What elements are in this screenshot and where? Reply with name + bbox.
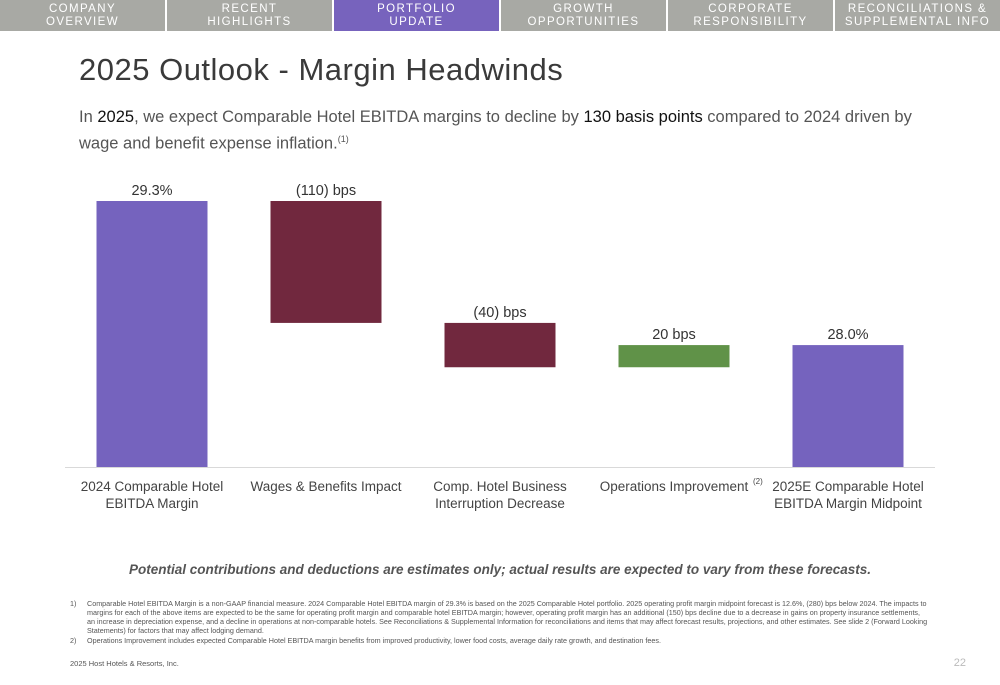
top-nav: COMPANY OVERVIEW RECENT HIGHLIGHTS PORTFOL…	[0, 0, 1000, 31]
nav-tab-label: COMPANY OVERVIEW	[46, 2, 119, 28]
nav-tab-5[interactable]: RECONCILIATIONS & SUPPLEMENTAL INFO	[835, 0, 1000, 31]
nav-tab-4[interactable]: CORPORATE RESPONSIBILITY	[668, 0, 833, 31]
bar-value-label-3: 20 bps	[652, 327, 696, 343]
subtitle-highlight: 130 basis points	[583, 108, 703, 126]
category-label-1-line-0: Wages & Benefits Impact	[250, 479, 401, 494]
footnote-text: Operations Improvement includes expected…	[87, 636, 661, 645]
nav-tab-3[interactable]: GROWTH OPPORTUNITIES	[501, 0, 666, 31]
footnotes: 1) Comparable Hotel EBITDA Margin is a no…	[70, 599, 930, 646]
subtitle-post: compared to 2024 driven by wage and bene…	[79, 108, 912, 153]
subtitle-mid: , we expect Comparable Hotel EBITDA marg…	[134, 108, 584, 126]
nav-tab-label: CORPORATE RESPONSIBILITY	[693, 2, 808, 28]
nav-tab-label: RECONCILIATIONS & SUPPLEMENTAL INFO	[844, 2, 991, 28]
nav-tab-1[interactable]: RECENT HIGHLIGHTS	[167, 0, 332, 31]
page-title: 2025 Outlook - Margin Headwinds	[79, 52, 564, 87]
footnote-2: 2) Operations Improvement includes expect…	[70, 636, 930, 645]
footnote-text: Comparable Hotel EBITDA Margin is a non-…	[87, 599, 928, 635]
copyright: 2025 Host Hotels & Resorts, Inc.	[70, 659, 179, 668]
footnote-number: 2)	[70, 636, 77, 645]
bar-3	[618, 345, 730, 368]
page-number: 22	[953, 657, 966, 669]
category-label-4-line-1: EBITDA Margin Midpoint	[774, 496, 922, 511]
margin-waterfall-chart: 29.3% 2024 Comparable Hotel EBITDA Margin (…	[65, 183, 935, 511]
nav-tab-2[interactable]: PORTFOLIO UPDATE	[334, 0, 499, 31]
category-label-3-line-0: Operations Improvement	[600, 479, 749, 494]
subtitle-pre: In	[79, 108, 98, 126]
subtitle-year: 2025	[97, 108, 135, 126]
bar-value-label-0: 29.3%	[131, 183, 172, 199]
category-label-2-line-0: Comp. Hotel Business	[433, 479, 567, 494]
bar-4	[792, 345, 904, 467]
category-label-0-line-1: EBITDA Margin	[105, 496, 198, 511]
bar-0	[96, 201, 208, 467]
bar-value-label-1: (110) bps	[296, 183, 356, 199]
footnote-number: 1)	[70, 599, 77, 608]
nav-tab-label: RECENT HIGHLIGHTS	[207, 2, 292, 28]
bar-2	[444, 322, 556, 368]
category-label-0-line-0: 2024 Comparable Hotel	[81, 479, 224, 494]
category-label-4-line-0: 2025E Comparable Hotel	[772, 479, 924, 494]
nav-tab-label: GROWTH OPPORTUNITIES	[527, 2, 640, 28]
nav-tab-0[interactable]: COMPANY OVERVIEW	[0, 0, 165, 31]
category-footnote-ref-3: (2)	[753, 477, 763, 486]
category-label-2-line-1: Interruption Decrease	[435, 496, 565, 511]
page-subtitle: In 2025, we expect Comparable Hotel EBIT…	[79, 106, 939, 155]
subtitle-footnote-ref: (1)	[337, 134, 349, 144]
nav-tab-label: PORTFOLIO UPDATE	[377, 2, 456, 28]
bar-1	[270, 201, 382, 323]
disclaimer: Potential contributions and deductions a…	[129, 562, 871, 577]
bar-value-label-4: 28.0%	[827, 327, 868, 343]
footnote-1: 1) Comparable Hotel EBITDA Margin is a no…	[70, 599, 930, 635]
bar-value-label-2: (40) bps	[473, 305, 526, 321]
